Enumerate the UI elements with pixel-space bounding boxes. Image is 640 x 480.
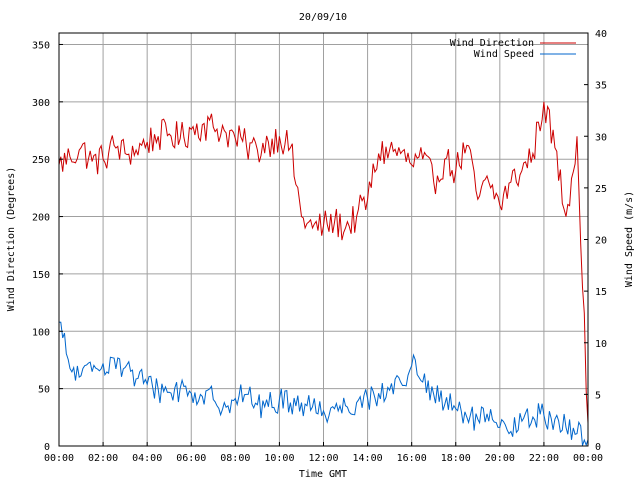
x-tick-label: 08:00 <box>220 453 250 464</box>
y-right-tick-label: 10 <box>595 339 607 350</box>
x-tick-label: 16:00 <box>397 453 427 464</box>
x-tick-label: 18:00 <box>441 453 471 464</box>
x-tick-label: 22:00 <box>529 453 559 464</box>
y-right-tick-label: 30 <box>595 132 607 143</box>
y-right-tick-label: 0 <box>595 442 601 453</box>
y-left-axis-label: Wind Direction (Degrees) <box>6 167 17 312</box>
x-axis-ticks: 00:00 02:00 04:00 06:00 08:00 10:00 12:00 14:00… <box>44 442 603 464</box>
x-tick-label: 12:00 <box>308 453 338 464</box>
y-left-axis-ticks: 0 50 100 150 200 250 300 350 <box>32 40 63 453</box>
y-left-tick-label: 100 <box>32 327 50 338</box>
y-right-tick-label: 25 <box>595 184 607 195</box>
x-tick-label: 06:00 <box>176 453 206 464</box>
y-left-tick-label: 150 <box>32 270 50 281</box>
legend-label-wind-speed: Wind Speed <box>474 49 534 60</box>
y-right-tick-label: 5 <box>595 390 601 401</box>
x-tick-label: 02:00 <box>88 453 118 464</box>
series-lines <box>58 101 589 447</box>
x-tick-label: 14:00 <box>353 453 383 464</box>
y-right-axis-ticks: 0 5 10 15 20 25 30 35 40 <box>584 29 607 453</box>
y-left-tick-label: 300 <box>32 98 50 109</box>
legend: Wind Direction Wind Speed <box>450 38 576 60</box>
y-left-tick-label: 250 <box>32 155 50 166</box>
x-tick-label: 20:00 <box>485 453 515 464</box>
x-tick-label: 10:00 <box>264 453 294 464</box>
y-left-tick-label: 200 <box>32 213 50 224</box>
y-left-tick-label: 350 <box>32 40 50 51</box>
series-line-wind-speed <box>58 321 589 447</box>
y-right-axis-label: Wind Speed (m/s) <box>624 191 635 287</box>
chart-title: 20/09/10 <box>299 12 347 23</box>
x-axis-label: Time GMT <box>299 469 347 480</box>
x-tick-label: 04:00 <box>132 453 162 464</box>
y-right-tick-label: 35 <box>595 81 607 92</box>
x-tick-label: 00:00 <box>573 453 603 464</box>
x-tick-label: 00:00 <box>44 453 74 464</box>
series-line-wind-direction <box>58 101 589 424</box>
grid-lines <box>59 33 588 446</box>
y-left-tick-label: 50 <box>38 385 50 396</box>
y-right-tick-label: 40 <box>595 29 607 40</box>
y-right-tick-label: 15 <box>595 287 607 298</box>
y-left-tick-label: 0 <box>44 442 50 453</box>
legend-label-wind-direction: Wind Direction <box>450 38 534 49</box>
y-right-tick-label: 20 <box>595 236 607 247</box>
